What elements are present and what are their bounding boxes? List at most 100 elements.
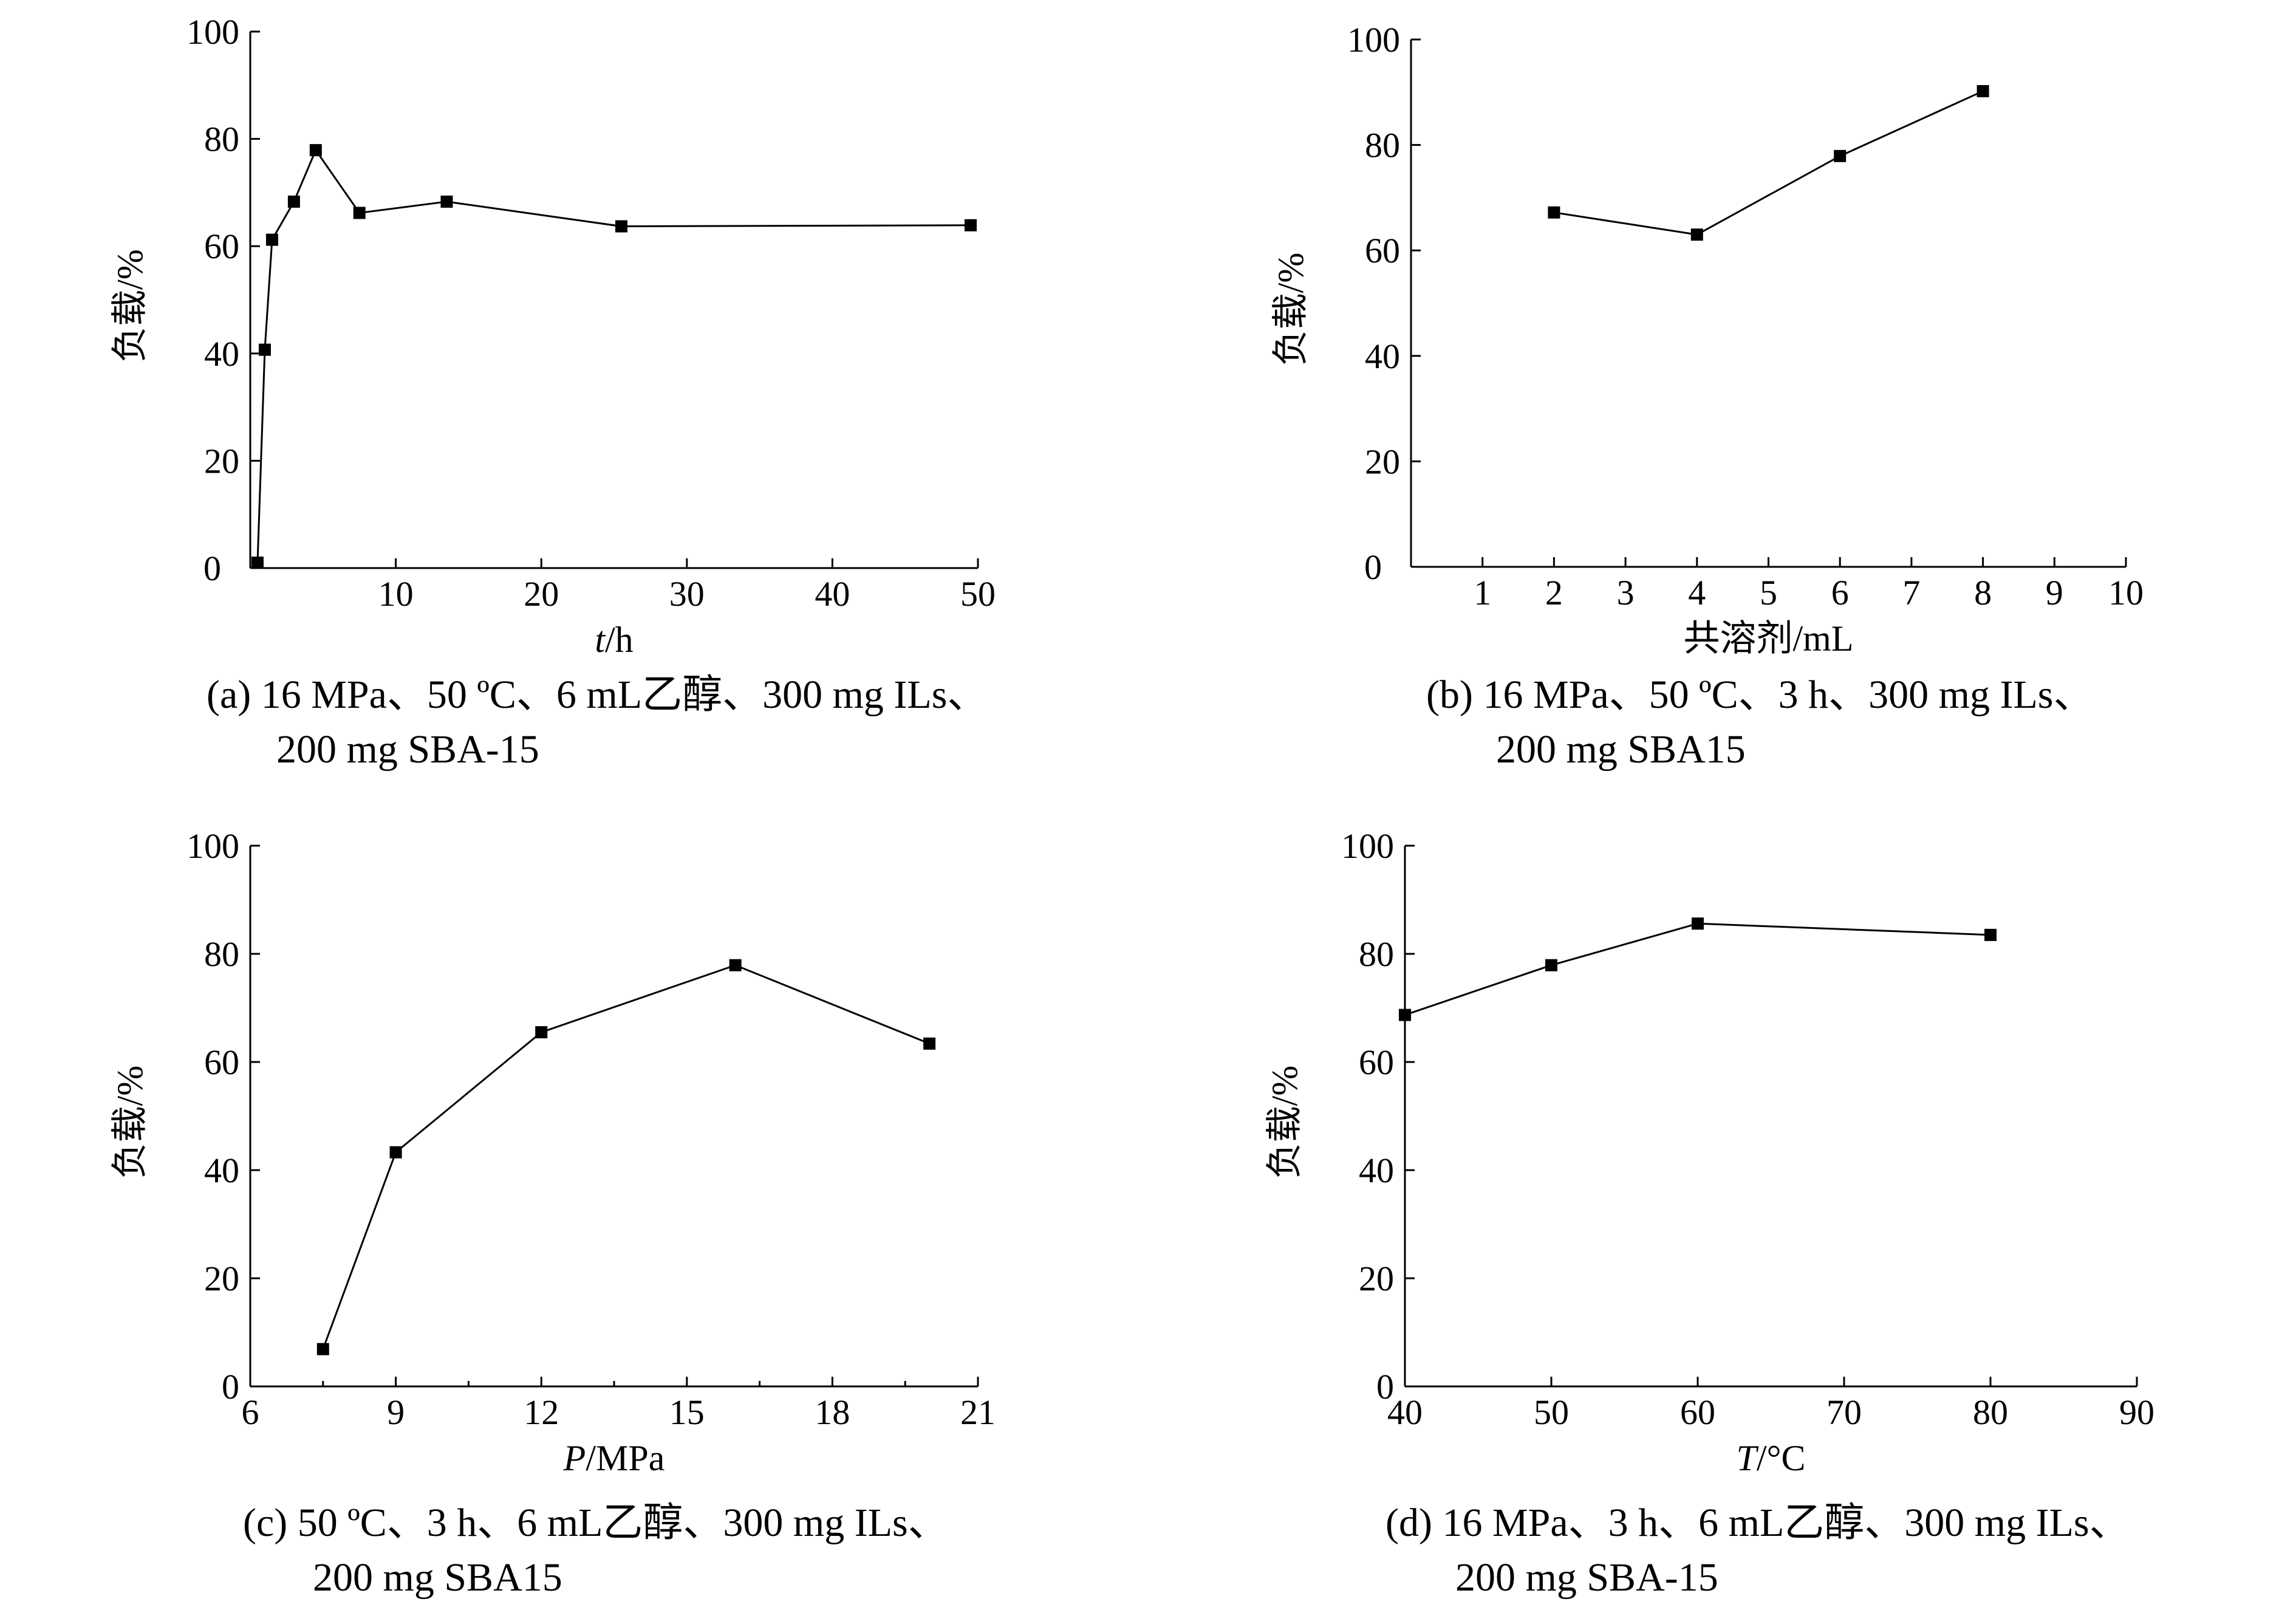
x-axis-title-symbol: P — [563, 1438, 586, 1478]
data-point-marker — [1834, 149, 1847, 162]
data-point-marker — [353, 207, 366, 219]
data-point-marker — [1545, 959, 1557, 971]
series-line — [1404, 922, 1991, 1016]
data-point-marker — [251, 557, 264, 569]
x-tick-label: 50 — [1534, 1392, 1569, 1432]
x-tick-label: 60 — [1680, 1392, 1715, 1432]
caption-line-1: (c) 50 ºC、3 h、6 mL乙醇、300 mg ILs、 — [243, 1501, 948, 1545]
origin-label: 0 — [1364, 547, 1382, 587]
x-tick-label: 1 — [1474, 573, 1491, 612]
x-tick-label: 40 — [815, 574, 850, 614]
y-tick-label: 20 — [204, 441, 239, 481]
x-tick-label: 12 — [524, 1392, 559, 1432]
x-axis-title-symbol: T — [1736, 1438, 1758, 1478]
y-tick-label: 40 — [204, 334, 239, 374]
y-tick-label: 60 — [1359, 1043, 1394, 1082]
x-axis-title-unit: /MPa — [586, 1438, 665, 1478]
series-line — [1554, 90, 1984, 236]
x-axis-title: T/°C — [1736, 1438, 1805, 1478]
x-tick-label: 18 — [815, 1392, 850, 1432]
x-axis-title: P/MPa — [563, 1438, 665, 1478]
x-tick-label: 50 — [960, 574, 996, 614]
x-tick-label: 4 — [1688, 573, 1706, 612]
x-tick-label: 20 — [524, 574, 559, 614]
x-tick-label: 21 — [960, 1392, 996, 1432]
x-tick-label: 9 — [2046, 573, 2063, 612]
data-point-marker — [1548, 206, 1560, 219]
y-tick-label: 80 — [1359, 934, 1394, 974]
x-tick-label: 7 — [1902, 573, 1920, 612]
chart-panel-d: 0 20 40 60 80 100 40 50 60 70 80 90 负载/% T/°C (d) 16 M… — [1265, 826, 2154, 1600]
x-axis-title: t/h — [595, 620, 633, 660]
x-tick-label: 10 — [2108, 573, 2144, 612]
x-tick-label: 70 — [1826, 1392, 1862, 1432]
y-tick-label: 60 — [204, 227, 239, 266]
caption-line-2: 200 mg SBA15 — [1496, 727, 1746, 772]
y-tick-label: 40 — [1359, 1151, 1394, 1190]
data-point-marker — [1690, 228, 1703, 241]
y-axis-title: 负载/% — [1271, 253, 1311, 366]
data-point-marker — [1984, 928, 1997, 941]
data-point-marker — [1692, 917, 1704, 930]
x-tick-label: 10 — [378, 574, 414, 614]
data-point-marker — [265, 233, 278, 246]
y-tick-label: 0 — [1376, 1367, 1394, 1406]
y-tick-label: 60 — [1365, 231, 1400, 270]
x-tick-label: 15 — [669, 1392, 705, 1432]
chart-panel-a: 20 40 60 80 100 10 20 30 40 50 0 负载/% t/h (a) 16 MPa、… — [110, 12, 996, 772]
series-line — [322, 964, 930, 1350]
x-tick-label: 6 — [1831, 573, 1849, 612]
x-tick-label: 40 — [1387, 1392, 1423, 1432]
y-tick-label: 80 — [204, 934, 239, 974]
data-point-marker — [729, 959, 742, 971]
y-axis-title: 负载/% — [110, 249, 150, 363]
caption-line-2: 200 mg SBA15 — [313, 1555, 562, 1600]
data-point-marker — [923, 1037, 936, 1050]
y-tick-label: 100 — [186, 12, 239, 52]
data-point-marker — [258, 343, 271, 356]
caption-line-2: 200 mg SBA-15 — [1455, 1555, 1718, 1600]
data-point-marker — [1399, 1009, 1411, 1021]
y-tick-label: 100 — [1341, 826, 1394, 866]
y-tick-label: 100 — [186, 826, 239, 866]
y-axis-title: 负载/% — [1265, 1066, 1305, 1179]
x-axis-title-unit: /°C — [1757, 1438, 1806, 1478]
x-tick-label: 3 — [1617, 573, 1635, 612]
y-tick-label: 40 — [1365, 337, 1400, 376]
y-tick-label: 60 — [204, 1043, 239, 1082]
caption-line-1: (d) 16 MPa、3 h、6 mL乙醇、300 mg ILs、 — [1385, 1501, 2130, 1545]
origin-label: 0 — [203, 549, 221, 588]
y-tick-label: 20 — [1359, 1259, 1394, 1298]
x-axis-title-unit: /h — [605, 620, 634, 660]
data-point-marker — [287, 195, 300, 208]
chart-panel-c: 0 20 40 60 80 100 6 9 12 15 18 21 负载/% P/MPa (c) 50 ºC… — [110, 826, 996, 1600]
caption-line-1: (a) 16 MPa、50 ºC、6 mL乙醇、300 mg ILs、 — [207, 673, 987, 717]
x-tick-label: 8 — [1974, 573, 1992, 612]
y-tick-label: 80 — [1365, 126, 1400, 165]
caption-line-2: 200 mg SBA-15 — [276, 727, 539, 772]
y-axis-title: 负载/% — [110, 1066, 150, 1179]
x-tick-label: 90 — [2119, 1392, 2154, 1432]
x-axis-title: 共溶剂/mL — [1684, 618, 1854, 659]
y-tick-label: 20 — [1365, 442, 1400, 481]
x-tick-label: 6 — [242, 1392, 259, 1432]
data-point-marker — [615, 220, 627, 233]
caption-line-1: (b) 16 MPa、50 ºC、3 h、300 mg ILs、 — [1426, 673, 2093, 717]
x-tick-label: 5 — [1760, 573, 1777, 612]
x-axis-title-unit: 共溶剂/mL — [1684, 618, 1854, 659]
y-tick-label: 80 — [204, 120, 239, 159]
y-tick-label: 0 — [222, 1367, 239, 1406]
x-tick-label: 9 — [387, 1392, 405, 1432]
data-point-marker — [535, 1026, 548, 1039]
data-point-marker — [965, 219, 977, 231]
x-tick-label: 30 — [669, 574, 705, 614]
x-tick-label: 80 — [1973, 1392, 2008, 1432]
y-tick-label: 20 — [204, 1259, 239, 1298]
y-tick-label: 100 — [1347, 20, 1400, 60]
data-point-marker — [309, 144, 322, 157]
y-tick-label: 40 — [204, 1151, 239, 1190]
data-point-marker — [389, 1146, 402, 1159]
data-point-marker — [440, 195, 453, 208]
